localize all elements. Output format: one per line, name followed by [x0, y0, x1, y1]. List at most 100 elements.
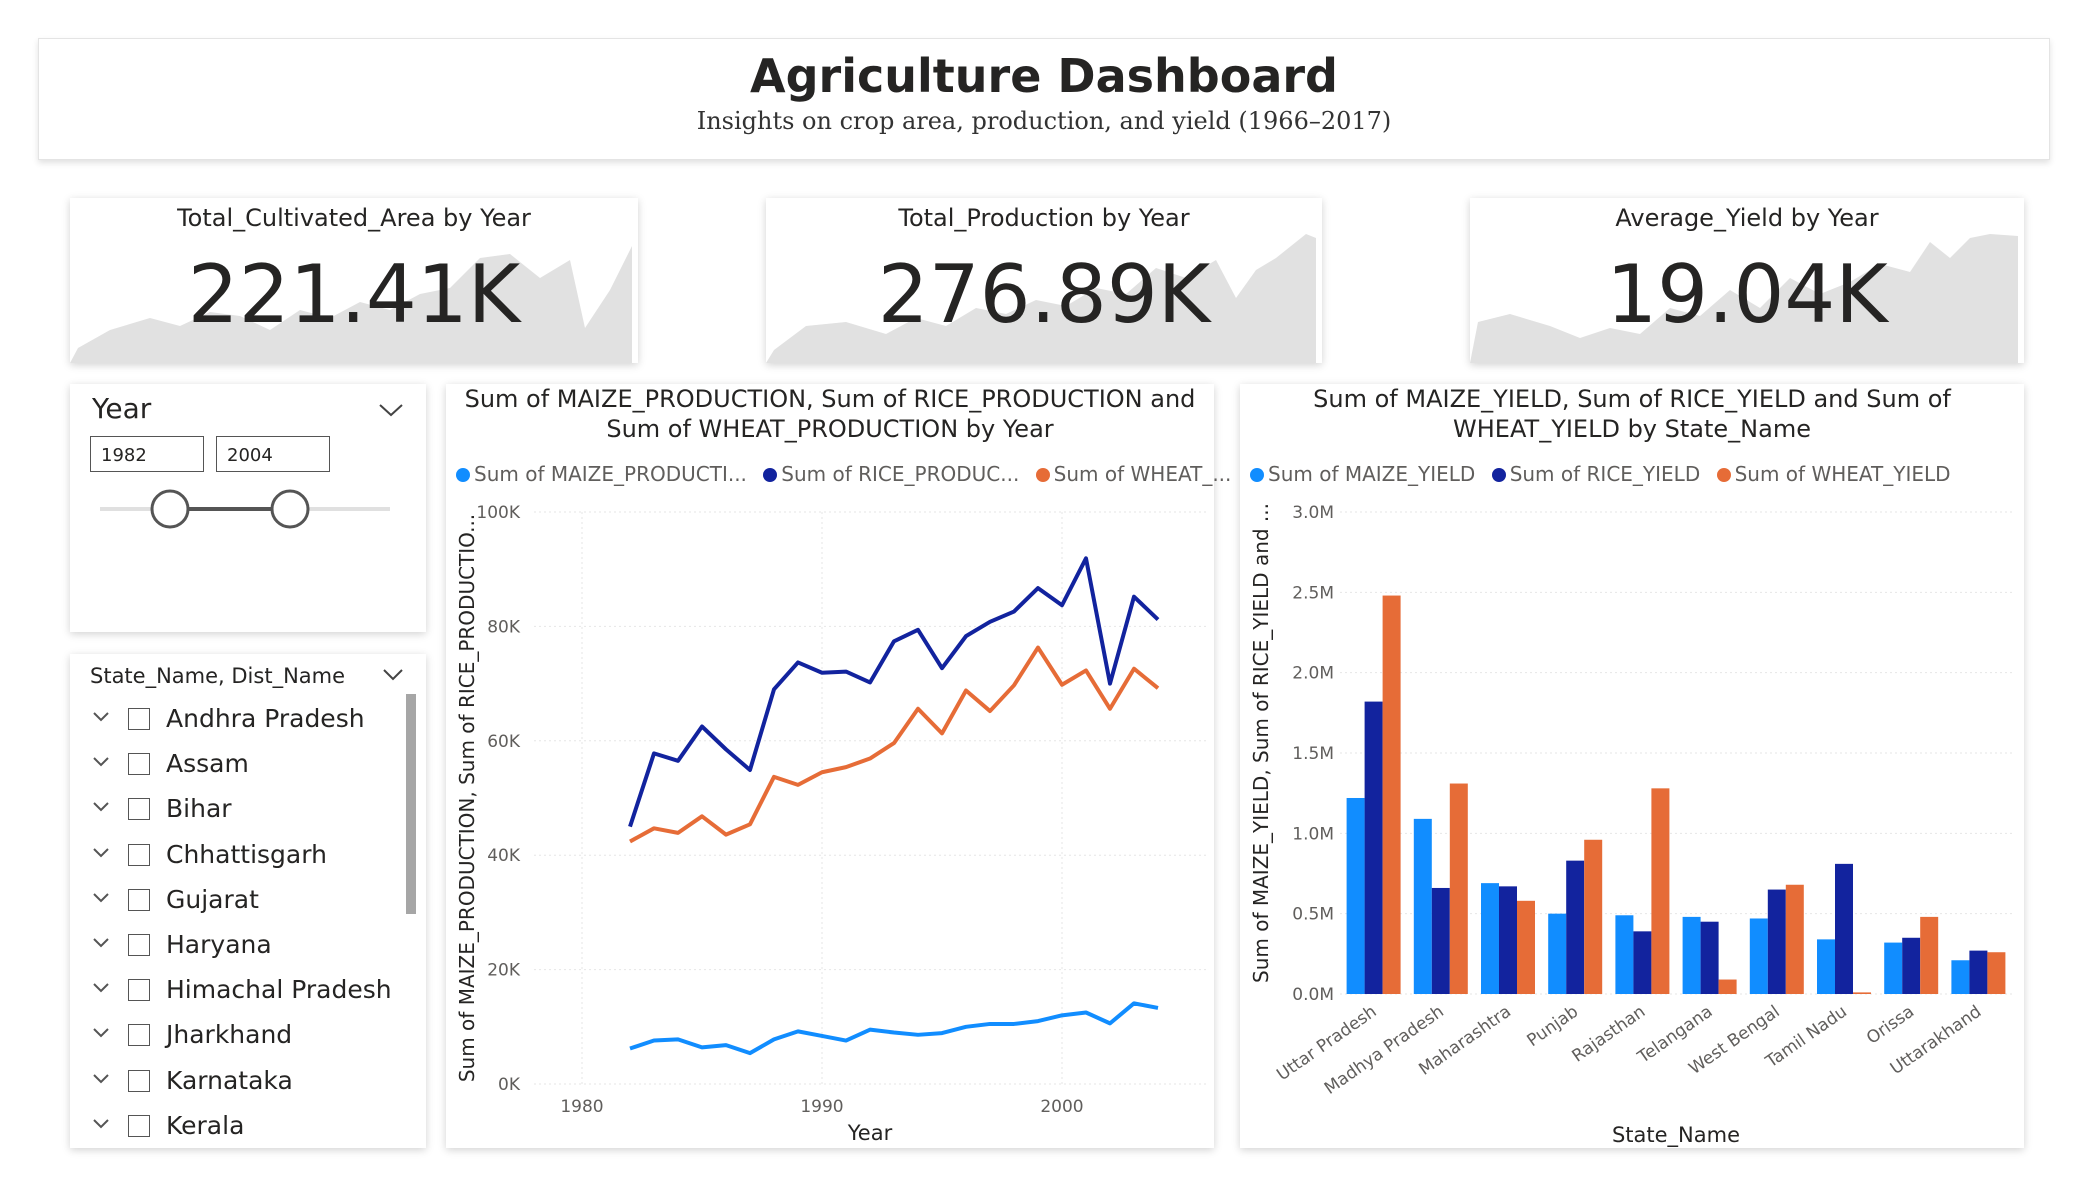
chart-title-line1: Sum of MAIZE_YIELD, Sum of RICE_YIELD an… [1313, 385, 1951, 413]
state-label: Bihar [166, 794, 232, 824]
series-rice-line [628, 556, 1160, 828]
kpi-card-cultivated-area[interactable]: Total_Cultivated_Area by Year 221.41K [70, 198, 638, 363]
legend-item-wheat[interactable]: Sum of WHEAT_... [1035, 462, 1231, 486]
chevron-down-icon[interactable] [92, 936, 110, 950]
year-start-input[interactable]: 1982 [90, 436, 204, 472]
x-tick-label: Madhya Pradesh [1321, 1002, 1448, 1099]
bar-rice [1364, 701, 1383, 994]
state-checkbox[interactable] [128, 1069, 150, 1092]
year-slicer: Year 1982 2004 [70, 384, 426, 632]
chevron-down-icon[interactable] [92, 1117, 110, 1131]
state-item[interactable]: Haryana [70, 928, 410, 968]
state-checkbox[interactable] [128, 1024, 150, 1047]
kpi-title: Total_Production by Year [898, 204, 1190, 232]
state-item[interactable]: Kerala [70, 1109, 410, 1148]
slider-handle-end [270, 489, 310, 529]
state-label: Karnataka [166, 1065, 293, 1095]
state-item[interactable]: Bihar [70, 792, 410, 832]
chart-legend: Sum of MAIZE_YIELD Sum of RICE_YIELD Sum… [1250, 462, 1961, 486]
state-item[interactable]: Chhattisgarh [70, 838, 410, 878]
x-tick-label: 1980 [560, 1097, 603, 1117]
kpi-title: Average_Yield by Year [1615, 204, 1879, 232]
chart-title-line2: Sum of WHEAT_PRODUCTION by Year [606, 415, 1054, 443]
y-tick-label: 1.5M [1292, 744, 1334, 764]
bar-maize [1346, 797, 1365, 994]
chevron-down-icon[interactable] [92, 981, 110, 995]
bar-maize [1817, 939, 1835, 994]
state-item[interactable]: Assam [70, 747, 410, 787]
kpi-card-average-yield[interactable]: Average_Yield by Year 19.04K [1470, 198, 2024, 363]
bar-maize [1548, 913, 1567, 994]
chevron-down-icon[interactable] [92, 1072, 110, 1086]
chevron-down-icon[interactable] [92, 710, 110, 724]
y-tick-label: 0K [498, 1075, 521, 1095]
legend-item-rice[interactable]: Sum of RICE_PRODUC... [763, 462, 1019, 486]
bar-maize [1481, 883, 1499, 994]
slicer-scrollbar[interactable] [406, 694, 416, 914]
bar-wheat [1449, 783, 1468, 994]
state-label: Andhra Pradesh [166, 704, 365, 733]
legend-item-rice[interactable]: Sum of RICE_YIELD [1491, 462, 1700, 486]
state-item[interactable]: Gujarat [70, 883, 410, 923]
sparkline-area [70, 246, 632, 363]
chevron-down-icon[interactable] [92, 800, 110, 814]
bar-wheat [1853, 992, 1871, 994]
bar-wheat [1920, 916, 1939, 994]
sparkline-fill [766, 234, 1316, 363]
production-line-chart: Sum of MAIZE_PRODUCTION, Sum of RICE_PRO… [446, 384, 1231, 1148]
line-plot: 0K 20K 40K 60K 80K 100K 1980 1990 2000 Year Sum of… [455, 503, 1206, 1145]
chevron-down-icon[interactable] [92, 1026, 110, 1040]
bar-maize [1413, 818, 1432, 994]
kpi-card-total-production[interactable]: Total_Production by Year 276.89K [766, 198, 1322, 363]
bar-rice [1767, 889, 1786, 994]
chart-title-line2: WHEAT_YIELD by State_Name [1453, 415, 1811, 443]
state-item[interactable]: Karnataka [70, 1064, 410, 1104]
x-axis-title: State_Name [1612, 1123, 1740, 1148]
state-item[interactable]: Andhra Pradesh [70, 702, 410, 742]
slider-handle-start [150, 489, 190, 529]
state-item[interactable]: Himachal Pradesh [70, 973, 410, 1013]
state-checkbox[interactable] [128, 1114, 150, 1137]
y-axis-title: Sum of MAIZE_YIELD, Sum of RICE_YIELD an… [1249, 503, 1273, 983]
slicer-title: State_Name, Dist_Name [90, 664, 346, 688]
state-checkbox[interactable] [128, 934, 150, 956]
y-tick-label: 20K [487, 961, 521, 981]
state-label: Assam [166, 749, 249, 779]
legend-item-maize[interactable]: Sum of MAIZE_PRODUCTI... [456, 462, 747, 486]
state-item[interactable]: Jharkhand [70, 1018, 410, 1058]
state-checkbox[interactable] [128, 798, 150, 821]
legend-item-wheat[interactable]: Sum of WHEAT_YIELD [1716, 462, 1951, 486]
bar-wheat [1382, 595, 1401, 994]
chevron-down-icon[interactable] [382, 668, 404, 682]
state-slicer: State_Name, Dist_Name Andhra Pradesh Assa… [70, 654, 426, 1148]
state-checkbox[interactable] [128, 979, 150, 1002]
state-checkbox[interactable] [128, 843, 150, 866]
state-checkbox[interactable] [128, 753, 150, 776]
state-checkbox[interactable] [128, 888, 150, 911]
bar-rice [1431, 887, 1450, 994]
y-tick-label: 80K [487, 617, 521, 637]
bar-rice [1566, 860, 1585, 994]
sparkline-fill [70, 246, 632, 363]
chart-title: Sum of MAIZE_YIELD, Sum of RICE_YIELD an… [1240, 384, 2024, 444]
legend-item-maize[interactable]: Sum of MAIZE_YIELD [1250, 462, 1475, 486]
chevron-down-icon[interactable] [92, 846, 110, 860]
bar-maize [1749, 918, 1768, 994]
chevron-down-icon[interactable] [92, 891, 110, 905]
state-checkbox[interactable] [128, 708, 150, 730]
x-tick-label: 2000 [1040, 1097, 1083, 1117]
y-tick-label: 1.0M [1292, 824, 1334, 844]
chevron-down-icon[interactable] [378, 402, 404, 418]
bar-rice [1835, 863, 1853, 994]
yield-bar-chart: Sum of MAIZE_YIELD, Sum of RICE_YIELD an… [1240, 384, 2024, 1148]
state-label: Himachal Pradesh [166, 975, 392, 1005]
series-wheat-line [629, 645, 1160, 844]
kpi-title: Total_Cultivated_Area by Year [177, 204, 531, 232]
bar-maize [1615, 915, 1634, 994]
bar-rice [1633, 931, 1652, 994]
year-end-input[interactable]: 2004 [216, 436, 330, 472]
kpi-value: 221.41K [187, 248, 521, 341]
chevron-down-icon[interactable] [92, 755, 110, 769]
dashboard-header: Agriculture Dashboard Insights on crop a… [38, 38, 2050, 160]
year-range-slider[interactable] [100, 484, 400, 534]
